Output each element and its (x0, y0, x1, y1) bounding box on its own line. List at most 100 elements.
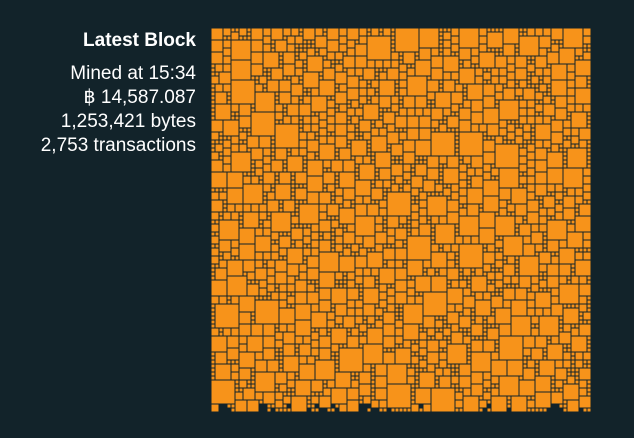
transaction-square (283, 356, 299, 372)
transaction-square (251, 316, 255, 320)
transaction-square (383, 348, 387, 352)
transaction-square (423, 316, 435, 328)
transaction-square (387, 148, 391, 152)
transaction-square (571, 328, 579, 336)
transaction-square (547, 216, 551, 220)
transaction-square (407, 296, 415, 304)
transaction-square (279, 236, 291, 248)
transaction-square (499, 376, 519, 396)
transaction-square (331, 132, 335, 136)
transaction-square (259, 180, 263, 184)
transaction-square (543, 308, 551, 316)
transaction-square (263, 36, 271, 44)
transaction-square (235, 28, 239, 32)
transaction-square (231, 40, 251, 60)
transaction-square (211, 360, 215, 364)
transaction-square (311, 312, 327, 328)
transaction-square (355, 44, 367, 56)
transaction-square (347, 272, 355, 280)
transaction-square (455, 136, 459, 140)
transaction-square (567, 304, 571, 308)
transaction-square (211, 172, 227, 188)
transaction-square (539, 216, 547, 224)
transaction-square (363, 132, 371, 140)
transaction-square (375, 304, 379, 308)
transaction-square (499, 52, 503, 56)
transaction-square (443, 316, 447, 320)
transaction-square (315, 284, 319, 288)
transaction-square (439, 360, 447, 368)
transaction-square (307, 280, 311, 284)
transaction-square (435, 272, 439, 276)
transaction-square (219, 192, 227, 200)
transaction-square (339, 404, 347, 412)
transaction-square (211, 376, 215, 380)
transaction-square (251, 324, 263, 336)
transaction-square (239, 312, 251, 324)
transaction-square (347, 336, 359, 348)
transaction-square (347, 48, 355, 56)
transaction-square (335, 108, 339, 112)
transaction-square (311, 112, 315, 116)
transaction-square (351, 100, 359, 108)
transaction-square (535, 308, 543, 316)
transaction-square (327, 108, 335, 116)
transaction-square (251, 164, 255, 168)
transaction-square (227, 336, 239, 348)
transaction-square (531, 328, 539, 336)
transaction-square (471, 308, 475, 312)
transaction-square (287, 372, 295, 380)
transaction-square (239, 244, 255, 260)
transaction-square (211, 160, 223, 172)
transaction-square (335, 88, 339, 92)
transaction-square (535, 116, 543, 124)
transaction-square (303, 68, 307, 72)
transaction-square (447, 288, 463, 304)
transaction-square (563, 192, 567, 196)
transaction-square (359, 400, 363, 404)
transaction-square (387, 236, 395, 244)
transaction-square (583, 252, 591, 260)
transaction-square (383, 216, 387, 220)
transaction-square (391, 32, 395, 36)
transaction-square (307, 176, 323, 192)
transaction-square (371, 152, 375, 156)
transaction-square (251, 368, 255, 372)
transaction-square (279, 52, 283, 56)
transaction-square (263, 324, 275, 336)
transaction-square (483, 380, 491, 388)
transaction-square (587, 336, 591, 340)
transaction-square (367, 316, 375, 324)
transaction-square (531, 316, 539, 324)
transaction-square (259, 204, 267, 212)
transaction-square (487, 284, 495, 292)
transaction-square (315, 136, 319, 140)
transaction-square (459, 104, 463, 108)
transaction-square (271, 156, 275, 160)
transaction-square (327, 184, 335, 192)
transaction-square (339, 44, 347, 52)
transaction-square (347, 332, 351, 336)
transaction-square (431, 224, 435, 228)
transaction-square (315, 52, 319, 56)
transaction-square (291, 244, 295, 248)
transaction-square (575, 304, 579, 308)
transaction-square (335, 272, 343, 280)
transaction-square (319, 76, 323, 80)
transaction-square (423, 176, 427, 180)
transaction-square (211, 112, 215, 116)
transaction-square (211, 232, 215, 236)
transaction-square (323, 172, 335, 184)
transaction-square (459, 208, 467, 216)
transaction-square (211, 236, 219, 244)
transaction-square (519, 376, 523, 380)
transaction-square (555, 192, 563, 200)
transaction-square (271, 28, 283, 40)
transaction-square (455, 84, 463, 92)
transaction-square (375, 76, 379, 80)
transaction-square (303, 248, 311, 256)
transaction-square (531, 276, 539, 284)
transaction-square (547, 340, 551, 344)
transaction-square (587, 344, 591, 348)
transaction-square (375, 168, 379, 172)
